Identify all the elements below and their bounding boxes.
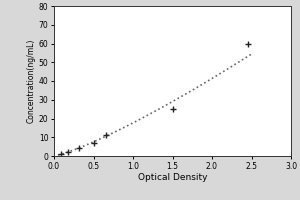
X-axis label: Optical Density: Optical Density <box>138 173 207 182</box>
Y-axis label: Concentration(ng/mL): Concentration(ng/mL) <box>27 39 36 123</box>
